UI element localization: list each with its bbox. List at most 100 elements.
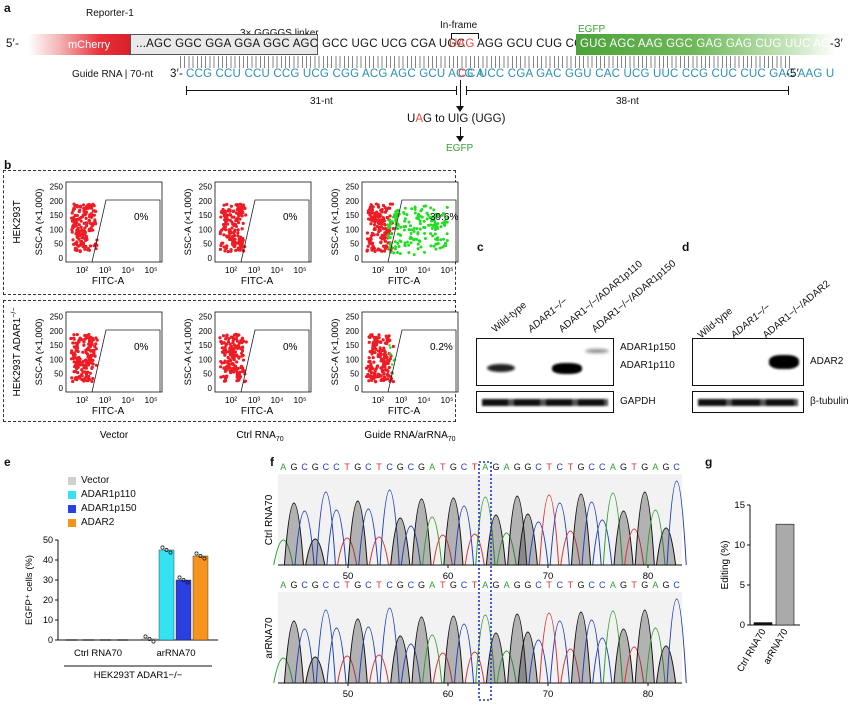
- c-band-label-p150: ADAR1p150: [620, 342, 676, 353]
- flow-xtick: 10⁴: [121, 265, 134, 275]
- f-bottom-peak: [368, 654, 390, 684]
- d-lane-wildtype: Wild-type: [695, 305, 735, 341]
- e-point: [181, 578, 186, 582]
- c-band-p150: [585, 349, 609, 353]
- base-pairing-lines: [180, 56, 790, 68]
- e-bar: [158, 549, 175, 641]
- f-top-base: T: [472, 462, 478, 472]
- f-top-peak: [411, 498, 432, 566]
- e-point: [143, 634, 148, 639]
- f-bottom-base: C: [365, 580, 372, 590]
- flow-dots: [218, 202, 248, 254]
- f-top-base: C: [333, 462, 340, 472]
- flow-ytick: 250: [50, 183, 64, 192]
- f-top-base: C: [535, 462, 542, 472]
- edit-description: UAG to UIG (UGG): [407, 113, 505, 125]
- flow-gate-percent: 39.6%: [430, 212, 458, 223]
- f-bottom-base: C: [673, 580, 680, 590]
- f-top-peak: [347, 500, 368, 566]
- f-bottom-peak: [581, 619, 602, 684]
- f-bottom-base: C: [556, 580, 563, 590]
- f-bottom-base: G: [290, 580, 297, 590]
- f-top-peak: [464, 533, 485, 566]
- flow-dots: [218, 332, 248, 384]
- panel-c-letter: c: [477, 240, 484, 254]
- flow-ytick: 200: [199, 197, 213, 206]
- f-bottom-base: C: [408, 580, 415, 590]
- f-bottom-base: A: [280, 580, 286, 590]
- linker-box: [130, 34, 318, 55]
- f-top-peak: [390, 517, 411, 566]
- f-bottom-base: A: [652, 580, 658, 590]
- edit-arrow-2-head: [456, 136, 464, 142]
- f-bottom-base: T: [546, 580, 552, 590]
- f-bottom-peak: [507, 613, 528, 684]
- flow-xtick: 10³: [248, 395, 260, 405]
- flow-ytick: 150: [199, 341, 213, 350]
- flow-xlabel: FITC-A: [241, 276, 274, 287]
- f-bottom-base: G: [577, 580, 584, 590]
- flow-ytick: 200: [346, 327, 360, 336]
- f-top-peak: [592, 519, 613, 566]
- c-band-label-p110: ADAR1p110: [620, 360, 675, 371]
- panel-g-letter: g: [705, 455, 713, 469]
- f-bottom-peak: [655, 645, 677, 684]
- f-bottom-base: G: [312, 580, 319, 590]
- mcherry-label: mCherry: [68, 39, 111, 51]
- guide-seq-left: CCG CCU CCU CCG UCG CGG ACG AGC GCU ACG …: [186, 68, 485, 80]
- f-bottom-peak: [283, 620, 305, 684]
- f-bottom-peak: [592, 637, 613, 684]
- f-bottom-peak: [273, 657, 294, 684]
- e-ytick-label: 30: [43, 575, 53, 585]
- f-top-base: T: [631, 462, 637, 472]
- f-bottom-peak: [315, 609, 336, 684]
- f-top-base: A: [280, 462, 286, 472]
- flow-xtick: 10⁵: [294, 265, 307, 275]
- legend-p150: ADAR1p150: [68, 503, 137, 514]
- left-span-line: [186, 90, 456, 91]
- f-top-base: G: [492, 462, 499, 472]
- f-bottom-tick-label: 70: [543, 689, 554, 700]
- f-top-base: G: [641, 462, 648, 472]
- flow-ylabel: SSC-A (×1,000): [183, 189, 194, 256]
- e-ytick-label: 40: [43, 555, 53, 565]
- right-span-tick-a: [466, 86, 467, 95]
- f-bottom-tick-label: 80: [643, 689, 654, 700]
- f-top-tick-label: 50: [343, 571, 354, 582]
- flow-ytick: 0: [59, 254, 64, 263]
- flow-ytick: 150: [50, 211, 64, 220]
- flow-xtick: 10⁴: [417, 265, 430, 275]
- f-bottom-base: G: [514, 580, 521, 590]
- f-top-peak: [443, 497, 464, 566]
- f-top-base: T: [568, 462, 574, 472]
- flow-ytick: 0: [355, 384, 360, 393]
- f-bottom-base: G: [492, 580, 499, 590]
- legend-label-p150: ADAR1p150: [81, 503, 137, 514]
- panel-a-letter: a: [4, 1, 11, 15]
- e-point: [177, 575, 182, 580]
- f-top-base: G: [514, 462, 521, 472]
- f-bottom-peak: [326, 627, 347, 684]
- guide-seq-right: C UCC CGA GAC GGU CAC UCG UUC CCG CUC CU…: [467, 68, 835, 80]
- f-top-base: G: [524, 462, 531, 472]
- f-bottom-peak: [464, 651, 485, 684]
- flow-ytick: 50: [203, 370, 212, 379]
- f-top-base: T: [344, 462, 350, 472]
- f-bottom-base: A: [429, 580, 435, 590]
- f-top-peak: [517, 513, 538, 566]
- guide-c-mismatch: C: [458, 68, 467, 80]
- f-bottom-base: C: [386, 580, 393, 590]
- f-top-peak: [634, 491, 655, 566]
- e-ytick-label: 20: [43, 595, 53, 605]
- f-bottom-peak: [496, 650, 517, 684]
- f-bottom-label: arRNA70: [264, 617, 275, 659]
- uag-codon: UAG: [449, 38, 475, 50]
- f-bottom-peak: [624, 646, 645, 684]
- flow-ytick: 50: [54, 240, 63, 249]
- edit-text-post: G to UIG (UGG): [422, 113, 506, 125]
- f-top-base: C: [673, 462, 680, 472]
- f-top-peak: [602, 492, 623, 566]
- inframe-bracket: [451, 33, 479, 39]
- five-prime-end: 5′-: [6, 38, 19, 50]
- flow-ytick: 100: [346, 225, 360, 234]
